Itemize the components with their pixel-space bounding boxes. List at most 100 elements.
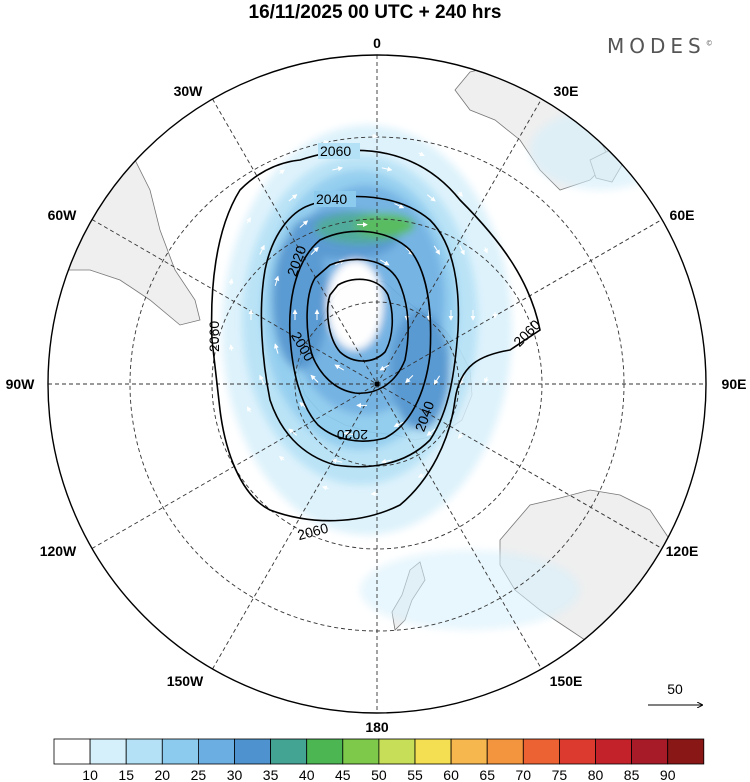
- contour-label: 2020: [337, 427, 368, 443]
- colorbar-swatch: [234, 738, 271, 765]
- lon-label-120e: 120E: [666, 543, 699, 559]
- wind-vector: [246, 406, 252, 413]
- colorbar-swatch: [270, 738, 308, 765]
- wind-vector: [288, 428, 298, 436]
- colorbar-tick-label: 35: [263, 767, 279, 782]
- wind-vector: [228, 278, 234, 286]
- contour-label: 2060: [320, 143, 351, 159]
- colorbar-tick-label: 85: [624, 767, 640, 782]
- wind-vector: [278, 455, 285, 462]
- reference-vector-label: 50: [667, 681, 683, 697]
- wind-vector: [259, 374, 265, 385]
- colorbar-swatch: [450, 738, 488, 765]
- modes-logo: MODES©: [607, 34, 713, 58]
- colorbar-swatch: [559, 738, 596, 765]
- colorbar-tick-label: 50: [371, 767, 387, 782]
- colorbar-swatch: [89, 738, 127, 765]
- wind-vector: [379, 364, 390, 371]
- height-contours: [210, 149, 541, 522]
- wind-vector: [418, 151, 425, 157]
- wind-vector: [259, 244, 265, 255]
- colorbar-tick-label: 55: [407, 767, 423, 782]
- lon-label-30w: 30W: [174, 83, 204, 99]
- wind-vector: [459, 375, 465, 386]
- contour-label: 2040: [316, 191, 347, 207]
- wind-vector: [426, 194, 436, 202]
- wind-vector: [273, 343, 279, 354]
- lon-label-60w: 60W: [48, 207, 78, 223]
- colorbar-tick-label: 40: [299, 767, 315, 782]
- wind-vector: [332, 166, 344, 172]
- lon-label-120w: 120W: [40, 543, 77, 559]
- reference-vector: 50: [648, 681, 702, 705]
- wind-vector: [381, 166, 393, 172]
- contour-2060: [210, 149, 541, 522]
- contour-1980: [326, 278, 394, 362]
- wind-vector: [322, 140, 330, 146]
- colorbar-tick-label: 65: [479, 767, 495, 782]
- wind-vector: [334, 364, 345, 371]
- map-border: [47, 54, 707, 714]
- colorbar-swatch: [667, 738, 705, 765]
- colorbar-swatch: [161, 738, 199, 765]
- lon-label-0: 0: [373, 35, 381, 51]
- wind-vector: [310, 246, 319, 255]
- colorbar-swatch: [306, 738, 344, 765]
- colorbar-tick-label: 15: [118, 767, 134, 782]
- wind-vector: [343, 431, 355, 437]
- wind-vector: [394, 203, 405, 209]
- colorbar-swatch: [595, 738, 632, 765]
- wind-vector: [483, 247, 488, 254]
- contour-label: 2060: [296, 520, 330, 544]
- wind-vector: [371, 133, 379, 139]
- wind-vector: [457, 433, 463, 439]
- wind-vector: [380, 458, 392, 464]
- wind-vector: [433, 375, 441, 385]
- lon-label-30e: 30E: [554, 83, 579, 99]
- logo-copyright: ©: [705, 39, 713, 48]
- colorbar-tick-label: 20: [155, 767, 171, 782]
- wind-vector: [459, 245, 465, 256]
- longitude-labels: 0 30E 60E 90E 120E 150E 180 150W 120W 90…: [6, 35, 747, 735]
- wind-vector: [433, 245, 441, 255]
- colorbar-swatch: [631, 738, 669, 765]
- colorbar-swatch: [414, 738, 452, 765]
- map-disc: [48, 55, 706, 713]
- lon-label-150w: 150W: [167, 673, 204, 689]
- wind-vector: [426, 428, 436, 436]
- contour-label: 2060: [206, 321, 222, 352]
- colorbar-swatch: [197, 738, 235, 765]
- colorbar-tick-label: 30: [227, 767, 243, 782]
- contour-2000: [306, 258, 409, 395]
- colorbar-tick-label: 25: [191, 767, 207, 782]
- wind-vector: [331, 458, 343, 464]
- logo-text: MODES: [607, 34, 706, 58]
- map-title: 16/11/2025 00 UTC + 240 hrs: [248, 2, 502, 23]
- lon-label-150e: 150E: [550, 673, 583, 689]
- lon-label-180: 180: [365, 719, 389, 735]
- wind-vector: [393, 421, 404, 427]
- colorbar-tick-label: 80: [588, 767, 604, 782]
- wind-vector: [484, 376, 489, 384]
- wind-vector: [229, 344, 234, 351]
- south-pole-marker: [374, 381, 380, 387]
- contour-2020: [288, 230, 432, 442]
- colorbar-tick-label: 10: [82, 767, 98, 782]
- colorbar-tick-label: 75: [552, 767, 568, 782]
- colorbar-tick-label: 60: [443, 767, 459, 782]
- wind-vector: [246, 217, 251, 224]
- colorbar-swatch: [486, 738, 524, 765]
- colorbar-swatch: [342, 738, 380, 765]
- wind-vector: [417, 473, 425, 478]
- colorbar-tick-label: 70: [516, 767, 532, 782]
- colorbar-tick-label: 90: [660, 767, 676, 782]
- lon-label-90w: 90W: [6, 376, 36, 392]
- colorbar-swatch: [125, 738, 163, 765]
- lon-label-90e: 90E: [722, 376, 747, 392]
- wind-vectors: [228, 133, 498, 497]
- lon-label-60e: 60E: [670, 207, 695, 223]
- wind-vector: [279, 169, 285, 175]
- colorbar-swatch: [522, 738, 560, 765]
- colorbar-swatch: [378, 738, 416, 765]
